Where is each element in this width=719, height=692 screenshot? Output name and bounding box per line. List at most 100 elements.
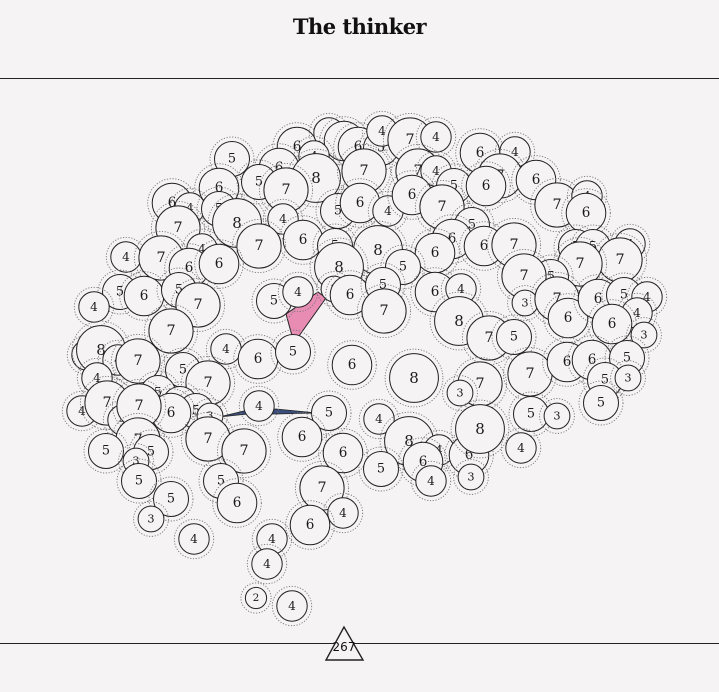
node-halo [251,518,293,560]
node-label: 4 [186,201,194,215]
brain-node: 5 [306,390,352,436]
node-halo [610,360,646,396]
node-label: 5 [192,404,200,419]
node-halo [626,276,668,318]
node-label: 3 [206,410,213,423]
brain-node: 5 [578,380,624,426]
node-circle [630,321,658,349]
node-halo [306,390,352,436]
node-label: 4 [255,399,263,413]
node-label: 5 [399,260,407,275]
node-halo [414,179,470,235]
brain-node: 8 [450,399,510,459]
top-rule [0,78,719,79]
brain-node: 6 [587,299,637,349]
node-label: 7 [156,250,165,266]
node-label: 6 [448,231,457,247]
node-label: 3 [640,329,647,342]
node-label: 3 [456,387,463,400]
brain-node: 7 [356,283,412,339]
node-halo [578,380,624,426]
brain-node: 7 [496,248,552,304]
node-label: 4 [384,204,392,218]
node-label: 8 [454,312,464,330]
node-halo [150,200,206,256]
node-circle [289,504,331,546]
brain-node: 5 [148,476,194,522]
node-label: 4 [222,342,230,356]
node-halo [336,143,392,199]
node-circle [591,303,633,345]
brain-node: 7 [336,143,392,199]
node-label: 3 [467,471,474,484]
brain-node: 7 [231,218,287,274]
node-label: 6 [356,195,365,211]
node-label: 6 [532,172,541,188]
node-halo [110,412,166,468]
node-halo [398,437,448,487]
node-circle [505,432,537,464]
node-halo [207,193,267,253]
node-halo [318,428,368,478]
node-label: 4 [93,371,101,385]
node-label: 7 [254,238,263,254]
brain-node: 5 [270,329,316,375]
node-label: 7 [509,237,518,253]
brain-node: 4 [322,492,364,534]
node-label: 8 [311,169,321,187]
node-layer: 5646654744687745647667466576458745646756… [61,110,668,627]
node-halo [110,333,166,389]
node-halo [587,299,637,349]
node-label: 5 [179,363,187,378]
node-circle [216,482,258,524]
node-halo [143,303,199,359]
node-label: 4 [643,290,651,304]
node-label: 4 [190,532,198,546]
node-label: 4 [263,557,271,571]
brain-node: 7 [143,303,199,359]
node-label: 7 [552,197,561,213]
brain-node: 3 [133,501,169,537]
brain-node: 5 [116,458,162,504]
node-label: 5 [154,386,162,401]
node-label: 5 [270,294,278,309]
node-halo [240,582,272,614]
node-label: 7 [317,480,326,496]
node-circle [455,404,505,454]
node-halo [539,398,575,434]
node-label: 6 [298,429,307,445]
brain-node: 7 [258,162,314,218]
node-halo [73,286,115,328]
node-label: 4 [198,242,206,256]
node-label: 7 [203,431,212,447]
node-label: 5 [597,396,605,411]
page-number-triangle [324,625,365,661]
node-label: 5 [175,283,183,298]
node-label: 6 [465,447,474,463]
node-label: 7 [379,303,388,319]
node-label: 7 [166,323,175,339]
node-circle [121,463,157,499]
node-circle [244,586,268,610]
node-circle [543,402,571,430]
node-label: 4 [339,506,347,520]
brain-node: 3 [539,398,575,434]
node-halo [118,443,154,479]
node-label: 3 [553,410,560,423]
brain-node: 4 [410,460,452,502]
brain-node: 6 [233,334,283,384]
node-halo [552,236,608,292]
node-label: 7 [239,443,248,459]
node-circle [420,121,452,153]
node-label: 4 [288,599,296,613]
node-circle [243,390,275,422]
node-label: 5 [510,330,518,345]
node-label: 8 [404,432,414,450]
node-circle [322,432,364,474]
node-label: 5 [601,373,609,388]
node-halo [180,355,236,411]
node-label: 6 [564,310,573,326]
node-halo [450,399,510,459]
brain-node: 3 [453,459,489,495]
brain-node: 4 [500,427,542,469]
